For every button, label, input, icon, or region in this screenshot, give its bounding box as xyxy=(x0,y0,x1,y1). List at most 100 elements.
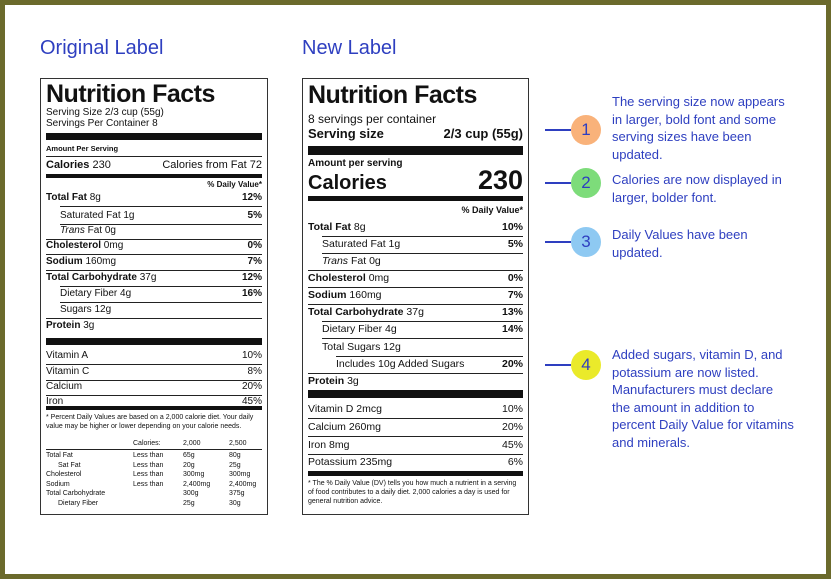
nutrient-dv: 13% xyxy=(501,306,523,318)
new-serving-size-row: Serving size 2/3 cup (55g) xyxy=(308,126,523,141)
new-nutrition-label: Nutrition Facts 8 servings per container… xyxy=(302,78,529,515)
nutrient-row: Sodium 160mg 7% xyxy=(308,289,523,301)
nutrient-amount: 12g xyxy=(383,341,401,353)
annotation-leader-line xyxy=(545,182,571,184)
nutrient-amount: 160mg xyxy=(85,256,117,267)
nutrient-dv: 5% xyxy=(247,210,262,221)
dv-table-cond: Less than xyxy=(133,452,164,459)
new-dv-header: % Daily Value* xyxy=(461,205,523,215)
divider xyxy=(46,380,262,381)
nutrient-row: Dietary Fiber 4g 16% xyxy=(46,288,262,299)
divider xyxy=(46,338,262,345)
nutrient-amount: 0mg xyxy=(103,240,124,251)
dv-table-v2: 375g xyxy=(229,490,245,497)
divider xyxy=(46,364,262,365)
divider xyxy=(46,449,262,450)
divider xyxy=(60,206,262,207)
divider xyxy=(46,254,262,255)
dv-table-col2: 2,500 xyxy=(229,440,247,447)
vitamin-row: Calcium 20% xyxy=(46,381,262,392)
vitamin-row: Vitamin C 8% xyxy=(46,366,262,377)
annotation-text: Calories are now displayed in larger, bo… xyxy=(612,172,782,205)
nutrient-amount: 160mg xyxy=(349,289,382,301)
nutrient-name: Dietary Fiber xyxy=(60,288,118,299)
nutrient-row: Protein 3g xyxy=(308,375,523,387)
original-title: Nutrition Facts xyxy=(46,80,215,108)
nutrient-name: Saturated Fat xyxy=(60,210,121,221)
original-servings-per-container: Servings Per Container 8 xyxy=(46,118,158,129)
nutrient-dv: 20% xyxy=(501,358,523,370)
divider xyxy=(322,253,523,254)
divider xyxy=(308,454,523,455)
divider xyxy=(46,406,262,410)
nutrient-row: Total Fat 8g 12% xyxy=(46,192,262,203)
nutrient-row: Total Sugars 12g xyxy=(308,341,523,353)
annotation-text: Added sugars, vitamin D, and potassium a… xyxy=(612,347,794,450)
divider xyxy=(322,338,523,339)
original-label-heading: Original Label xyxy=(40,37,164,59)
divider xyxy=(308,418,523,419)
divider xyxy=(46,156,262,157)
vitamin-row: Calcium 260mg 20% xyxy=(308,421,523,433)
nutrient-row: Total Carbohydrate 37g 12% xyxy=(46,272,262,283)
dv-table-v2: 300mg xyxy=(229,471,251,478)
divider xyxy=(308,270,523,271)
nutrient-row: Protein 3g xyxy=(46,320,262,331)
dv-table-calories-label: Calories: xyxy=(133,440,161,447)
nutrient-row: Sugars 12g xyxy=(46,304,262,315)
nutrient-name: Sodium xyxy=(46,256,83,267)
annotation-leader-line xyxy=(545,129,571,131)
original-serving-size: Serving Size 2/3 cup (55g) xyxy=(46,107,164,118)
nutrient-dv: 12% xyxy=(241,272,262,283)
dv-table-v1: 65g xyxy=(183,452,195,459)
vitamin-dv: 45% xyxy=(241,396,262,407)
nutrient-name: Sugars xyxy=(60,304,92,315)
nutrient-dv: 7% xyxy=(247,256,262,267)
nutrient-row: Total Fat 8g 10% xyxy=(308,221,523,233)
dv-table-name: Cholesterol xyxy=(46,471,82,478)
nutrient-amount: 1g xyxy=(388,238,401,250)
vitamin-dv: 8% xyxy=(247,366,262,377)
vitamin-row: Potassium 235mg 6% xyxy=(308,456,523,468)
divider xyxy=(308,287,523,288)
divider xyxy=(308,436,523,437)
dv-table-name: Total Carbohydrate xyxy=(46,490,106,497)
new-serving-size-label: Serving size xyxy=(308,126,384,141)
original-nutrition-label: Nutrition Facts Serving Size 2/3 cup (55… xyxy=(40,78,268,515)
nutrient-dv: 14% xyxy=(501,323,523,335)
new-footnote: * The % Daily Value (DV) tells you how m… xyxy=(308,480,517,505)
nutrient-amount: 3g xyxy=(83,320,95,331)
new-serving-size-value: 2/3 cup (55g) xyxy=(443,126,523,141)
divider xyxy=(60,224,262,225)
divider xyxy=(308,196,523,201)
divider xyxy=(308,146,523,155)
divider xyxy=(308,373,523,374)
nutrient-name: Protein xyxy=(46,320,81,331)
dv-table-v2: 2,400mg xyxy=(229,480,257,488)
vitamin-name: Calcium xyxy=(46,381,83,392)
dv-table-col1: 2,000 xyxy=(183,440,201,447)
annotation-leader-line xyxy=(545,364,571,366)
divider xyxy=(336,356,523,357)
nutrient-name: Trans xyxy=(322,255,349,267)
annotation-leader-line xyxy=(545,241,571,243)
nutrient-dv: 5% xyxy=(507,238,523,250)
divider xyxy=(60,286,262,287)
original-calories-value: 230 xyxy=(92,159,111,171)
nutrient-dv: 0% xyxy=(247,240,262,251)
nutrient-dv: 10% xyxy=(501,221,523,233)
dv-table-v2: 25g xyxy=(229,461,241,469)
nutrient-name: Total Fat xyxy=(46,192,87,203)
vitamin-name: Vitamin A xyxy=(46,350,89,361)
nutrient-amount: 8g xyxy=(89,192,101,203)
nutrient-amount: 12g xyxy=(94,304,112,315)
nutrient-row: Cholesterol 0mg 0% xyxy=(308,272,523,284)
vitamin-name: Vitamin C xyxy=(46,366,90,377)
original-footnote: * Percent Daily Values are based on a 2,… xyxy=(46,414,254,430)
divider xyxy=(322,321,523,322)
nutrient-amount: 3g xyxy=(347,375,359,387)
annotation-text: The serving size now appears in larger, … xyxy=(612,94,785,162)
nutrient-name: Total Sugars xyxy=(322,341,381,353)
dv-table-cond: Less than xyxy=(133,471,164,478)
nutrient-name: Saturated Fat xyxy=(322,238,386,250)
